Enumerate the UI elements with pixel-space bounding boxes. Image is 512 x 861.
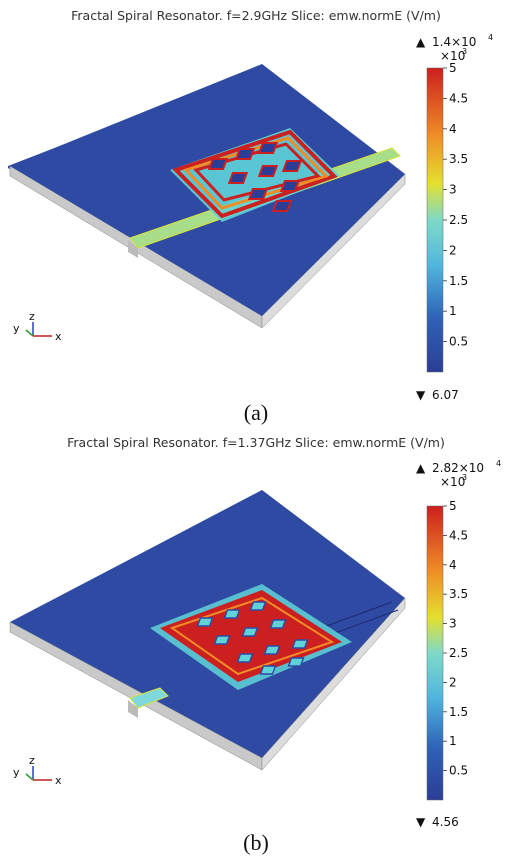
axis-y-label-b: y: [13, 766, 20, 779]
colorbar-a-gradient: [426, 67, 444, 373]
colorbar-b-tick-label: 5: [449, 499, 457, 513]
colorbar-b-min-arrow: ▼: [416, 815, 426, 829]
colorbar-b-max-exp: 4: [496, 459, 501, 468]
colorbar-b: ▲ 2.82×10 4 ×10 3 5 4.5 4 3.5 3 2.5 2 1.5 1 0.5 ▼…: [416, 459, 501, 829]
colorbar-a-max-label: 1.4×10: [432, 35, 476, 49]
colorbar-a-tick-label: 3: [449, 183, 457, 197]
axis-x-label-b: x: [55, 774, 62, 787]
colorbar-b-tick-label: 4: [449, 558, 457, 572]
colorbar-a-tick-label: 4.5: [449, 91, 468, 105]
axis-y-label-a: y: [13, 322, 20, 335]
colorbar-b-tick-label: 3: [449, 617, 457, 631]
resonator-a: [170, 128, 340, 222]
colorbar-a-tick-label: 1: [449, 304, 457, 318]
colorbar-b-tick-label: 2.5: [449, 646, 468, 660]
panel-b-caption: (b): [243, 830, 269, 855]
colorbar-a-max-arrow: ▲: [416, 35, 426, 49]
panel-a-title: Fractal Spiral Resonator. f=2.9GHz Slice…: [71, 8, 441, 23]
panel-b-plot: ▲ 2.82×10 4 ×10 3 5 4.5 4 3.5 3 2.5 2 1.5 1 0.5 ▼…: [9, 459, 501, 829]
colorbar-b-min-label: 4.56: [432, 815, 459, 829]
panel-b: Fractal Spiral Resonator. f=1.37GHz Slic…: [0, 430, 512, 861]
colorbar-a-min-arrow: ▼: [416, 388, 426, 402]
colorbar-a-tick-label: 2.5: [449, 213, 468, 227]
colorbar-b-tick-label: 4.5: [449, 528, 468, 542]
colorbar-a-tick-label: 1.5: [449, 274, 468, 288]
colorbar-a-tick-label: 0.5: [449, 335, 468, 349]
colorbar-a: ▲ 1.4×10 4 ×10 3 54.543.532.521.510.5 ▼ …: [416, 33, 493, 402]
colorbar-a-tick-label: 4: [449, 122, 457, 136]
axis-triad-a: z y x: [13, 310, 62, 343]
colorbar-b-scale-label: ×10: [440, 475, 465, 489]
colorbar-b-gradient: [426, 505, 444, 801]
colorbar-a-scale-exp: 3: [462, 47, 467, 56]
colorbar-a-max-exp: 4: [488, 33, 493, 42]
colorbar-b-tick-label: 3.5: [449, 587, 468, 601]
panel-a-plot: ▲ 1.4×10 4 ×10 3 54.543.532.521.510.5 ▼ …: [8, 33, 493, 402]
colorbar-a-tick-label: 2: [449, 243, 457, 257]
colorbar-a-scale-label: ×10: [440, 49, 465, 63]
axis-z-label-b: z: [29, 754, 35, 767]
axis-z-label-a: z: [29, 310, 35, 323]
panel-a-caption: (a): [243, 400, 269, 425]
colorbar-b-max-label: 2.82×10: [432, 461, 484, 475]
colorbar-b-tick-label: 1.5: [449, 705, 468, 719]
colorbar-a-tick-label: 3.5: [449, 152, 468, 166]
colorbar-a-min-label: 6.07: [432, 388, 459, 402]
axis-x-label-a: x: [55, 330, 62, 343]
colorbar-b-tick-label: 2: [449, 675, 457, 689]
colorbar-a-tick-label: 5: [449, 61, 457, 75]
colorbar-b-tick-label: 0.5: [449, 764, 468, 778]
axis-triad-b: z y x: [13, 754, 62, 787]
panel-a: Fractal Spiral Resonator. f=2.9GHz Slice…: [0, 0, 512, 430]
resonator-b: [150, 584, 352, 690]
colorbar-b-tick-label: 1: [449, 734, 457, 748]
colorbar-b-scale-exp: 3: [462, 473, 467, 482]
colorbar-b-max-arrow: ▲: [416, 461, 426, 475]
panel-b-title: Fractal Spiral Resonator. f=1.37GHz Slic…: [67, 435, 445, 450]
